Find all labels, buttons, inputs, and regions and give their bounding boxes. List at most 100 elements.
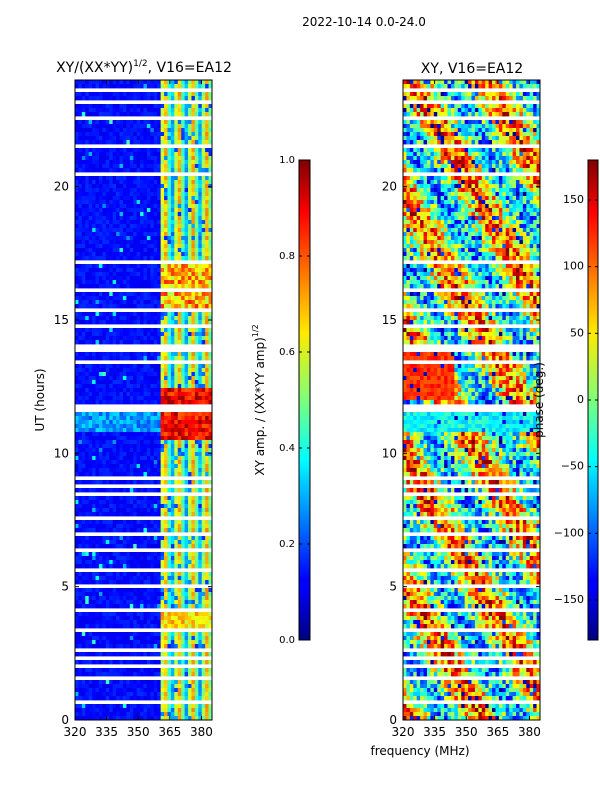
amp-cell [146,188,151,193]
amp-cell [75,424,79,429]
amp-cell [194,444,199,449]
amp-cell [126,668,131,673]
amp-cell [157,520,162,525]
amp-cell [143,596,148,601]
amp-cell [109,356,114,361]
amp-cell [157,508,162,513]
amp-cell [205,512,209,517]
amp-cell [75,588,79,593]
amp-cell [157,300,162,305]
amp-cell [205,304,209,309]
amp-cell [174,176,179,181]
amp-cell [167,436,172,441]
amp-cell [201,560,206,565]
amp-cell [188,384,192,389]
amp-cell [92,576,96,581]
amp-cell [140,444,144,449]
amp-cell [170,180,175,185]
amp-cell [146,124,151,129]
amp-cell [88,188,93,193]
amp-cell [136,332,141,337]
amp-cell [88,600,93,605]
amp-cell [201,536,206,541]
amp-cell [164,196,168,201]
amp-cell [201,140,206,145]
amp-cell [157,384,162,389]
amp-cell [150,576,155,581]
amp-cell [88,540,93,545]
amp-cell [191,220,196,225]
amp-cell [75,180,79,185]
amp-cell [201,84,206,89]
amp-cell [140,428,144,433]
amp-cell [92,232,96,237]
amp-cell [170,96,175,101]
amp-cell [167,92,172,97]
amp-cell [188,220,192,225]
amp-cell [170,572,175,577]
amp-cell [75,212,79,217]
amp-cell [92,636,96,641]
amp-cell [184,488,189,493]
amp-cell [140,208,144,213]
amp-cell [181,232,185,237]
amp-cell [105,560,110,565]
amp-cell [150,208,155,213]
amp-cell [92,108,96,113]
amp-cell [136,436,141,441]
amp-cell [198,168,203,173]
amp-cell [177,232,182,237]
amp-cell [95,196,100,201]
amp-cell [143,536,148,541]
amp-cell [157,544,162,549]
amp-cell [78,340,83,345]
amp-cell [75,388,79,393]
amp-cell [126,400,131,405]
amp-cell [98,132,103,137]
amp-cell [126,620,131,625]
amp-cell [88,616,93,621]
amp-cell [205,620,209,625]
amp-cell [150,396,155,401]
amp-cell [181,160,185,165]
amp-cell [109,300,114,305]
amp-cell [136,496,141,501]
amp-cell [98,140,103,145]
amp-cell [170,520,175,525]
amp-cell [164,336,168,341]
amp-cell [133,280,138,285]
amp-cell [170,356,175,361]
amp-cell [160,464,165,469]
amp-cell [88,128,93,133]
amp-cell [133,300,138,305]
amp-cell [160,216,165,221]
amp-cell [105,420,110,425]
amp-cell [78,372,83,377]
amp-cell [109,580,114,585]
amp-cell [116,508,120,513]
amp-cell [188,444,192,449]
amp-cell [98,464,103,469]
amp-cell [98,572,103,577]
amp-cell [188,208,192,213]
amp-cell [119,280,124,285]
amp-cell [98,212,103,217]
amp-cell [181,576,185,581]
amp-cell [98,384,103,389]
amp-cell [153,168,158,173]
amp-cell [194,256,199,261]
amp-cell [188,364,192,369]
amp-cell [126,580,131,585]
amp-cell [85,256,90,261]
amp-cell [85,164,90,169]
amp-cell [102,352,107,357]
amp-cell [198,460,203,465]
amp-cell [81,148,86,153]
amp-cell [205,244,209,249]
amp-cell [98,432,103,437]
amp-cell [78,596,83,601]
amp-cell [105,328,110,333]
amp-cell [208,204,213,209]
amp-cell [184,504,189,509]
amp-cell [177,416,182,421]
